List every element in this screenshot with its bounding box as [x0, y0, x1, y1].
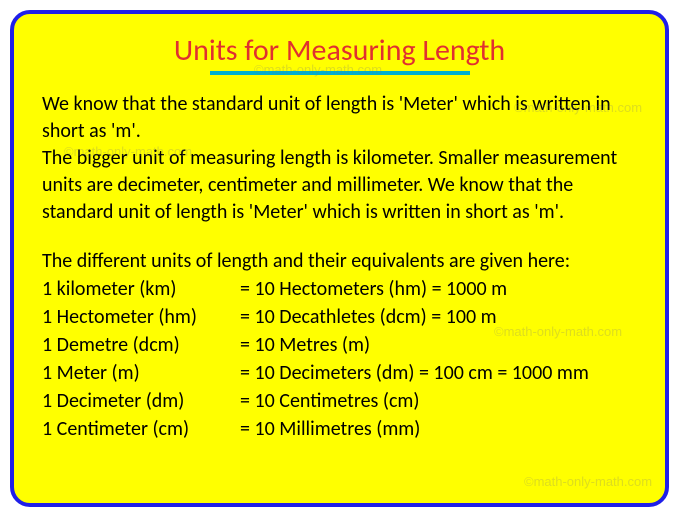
intro-paragraph-2: The bigger unit of measuring length is k…: [42, 145, 637, 226]
equiv-value: = 10 Decathletes (dcm) = 100 m: [240, 303, 637, 331]
equiv-row: 1 kilometer (km) = 10 Hectometers (hm) =…: [42, 275, 637, 303]
equiv-unit: 1 Decimeter (dm): [42, 387, 240, 415]
equivalents-table: 1 kilometer (km) = 10 Hectometers (hm) =…: [42, 275, 637, 443]
equiv-unit: 1 Meter (m): [42, 359, 240, 387]
equivalents-intro: The different units of length and their …: [42, 248, 637, 275]
equiv-value: = 10 Metres (m): [240, 331, 637, 359]
equiv-row: 1 Decimeter (dm) = 10 Centimetres (cm): [42, 387, 637, 415]
equiv-row: 1 Hectometer (hm) = 10 Decathletes (dcm)…: [42, 303, 637, 331]
equiv-row: 1 Demetre (dcm) = 10 Metres (m): [42, 331, 637, 359]
equiv-value: = 10 Decimeters (dm) = 100 cm = 1000 mm: [240, 359, 637, 387]
watermark-text: ©math-only-math.com: [524, 474, 652, 489]
title-underline: [210, 71, 470, 75]
equiv-row: 1 Centimeter (cm) = 10 Millimetres (mm): [42, 415, 637, 443]
equiv-unit: 1 Demetre (dcm): [42, 331, 240, 359]
equiv-value: = 10 Centimetres (cm): [240, 387, 637, 415]
equiv-unit: 1 kilometer (km): [42, 275, 240, 303]
equiv-value: = 10 Hectometers (hm) = 1000 m: [240, 275, 637, 303]
intro-paragraph-1: We know that the standard unit of length…: [42, 91, 637, 145]
spacer: [42, 226, 637, 248]
page-title: Units for Measuring Length: [42, 32, 637, 69]
equiv-row: 1 Meter (m) = 10 Decimeters (dm) = 100 c…: [42, 359, 637, 387]
equiv-unit: 1 Centimeter (cm): [42, 415, 240, 443]
equiv-unit: 1 Hectometer (hm): [42, 303, 240, 331]
content-frame: Units for Measuring Length We know that …: [10, 10, 669, 507]
equiv-value: = 10 Millimetres (mm): [240, 415, 637, 443]
